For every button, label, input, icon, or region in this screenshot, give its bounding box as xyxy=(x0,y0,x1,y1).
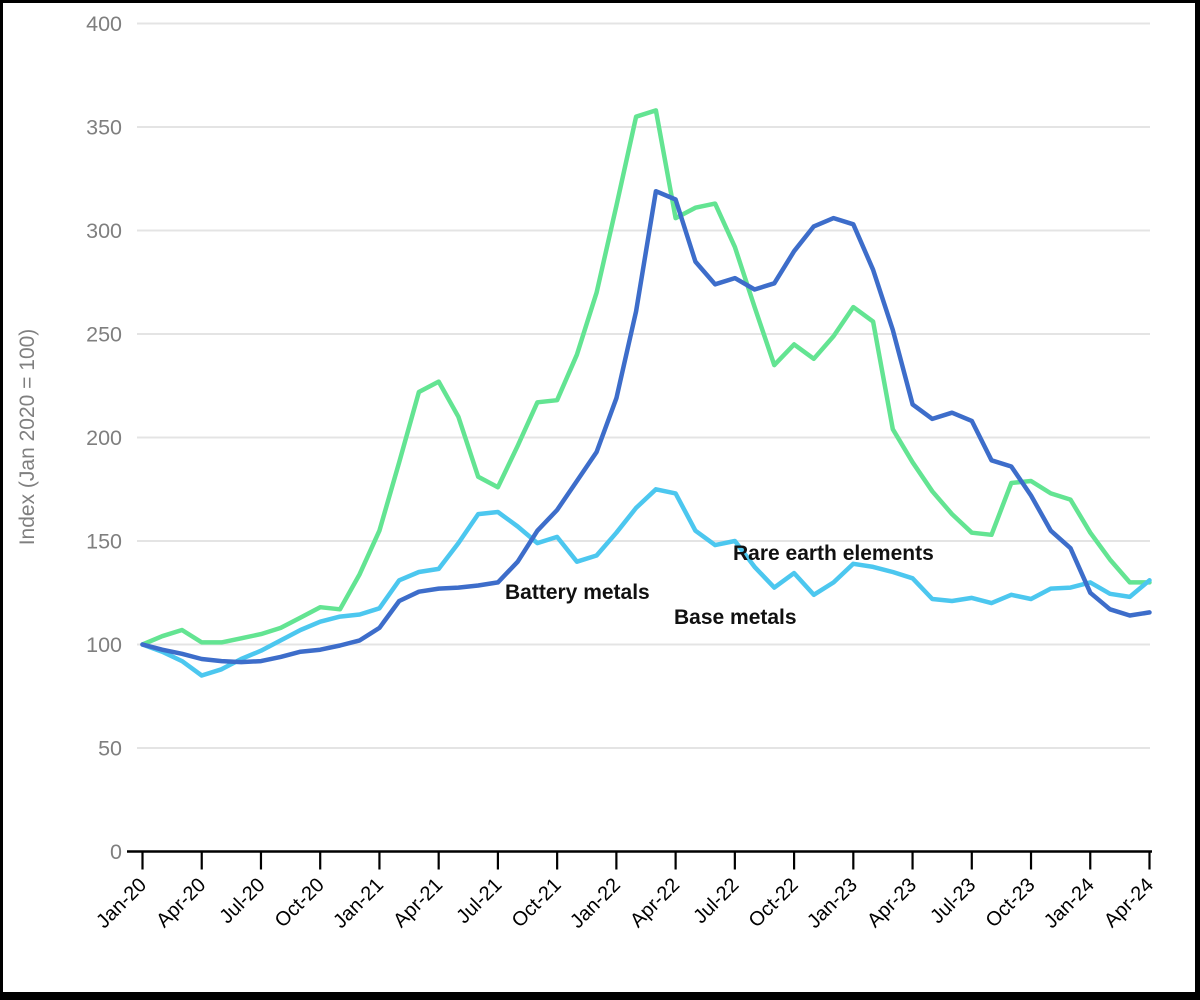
series-label-rare-earth-elements: Rare earth elements xyxy=(733,542,934,565)
y-tick-label: 150 xyxy=(86,530,122,554)
y-tick-label: 50 xyxy=(98,737,122,761)
x-tick-label: Jul-21 xyxy=(452,874,506,928)
x-tick-label: Oct-23 xyxy=(982,874,1040,932)
series-label-battery-metals: Battery metals xyxy=(505,581,650,604)
y-axis-title: Index (Jan 2020 = 100) xyxy=(16,329,39,546)
y-tick-label: 350 xyxy=(86,116,122,140)
battery-metals-line xyxy=(140,188,1152,665)
x-tick-label: Jul-23 xyxy=(926,874,980,928)
x-tick-label: Jan-23 xyxy=(803,874,862,933)
y-tick-label: 0 xyxy=(110,840,122,864)
y-tick-label: 250 xyxy=(86,323,122,347)
y-tick-label: 200 xyxy=(86,426,122,450)
y-tick-label: 400 xyxy=(86,12,122,36)
x-tick-label: Jan-20 xyxy=(92,874,151,933)
x-tick-label: Jan-24 xyxy=(1040,874,1099,933)
x-tick-label: Apr-23 xyxy=(863,874,921,932)
x-tick-label: Apr-21 xyxy=(389,874,447,932)
x-tick-label: Oct-22 xyxy=(745,874,803,932)
y-tick-label: 100 xyxy=(86,633,122,657)
base-metals-line xyxy=(140,487,1152,678)
x-tick-label: Oct-20 xyxy=(271,874,329,932)
x-tick-label: Jan-21 xyxy=(329,874,388,933)
series-label-base-metals: Base metals xyxy=(674,606,797,629)
y-tick-label: 300 xyxy=(86,219,122,243)
x-tick-label: Apr-22 xyxy=(626,874,684,932)
rare-earth-elements-line xyxy=(140,108,1152,647)
x-tick-label: Apr-20 xyxy=(152,874,210,932)
x-tick-label: Jan-22 xyxy=(566,874,625,933)
x-tick-label: Jul-20 xyxy=(215,874,269,928)
x-tick-label: Oct-21 xyxy=(508,874,566,932)
x-tick-label: Jul-22 xyxy=(689,874,743,928)
x-tick-label: Apr-24 xyxy=(1100,874,1158,932)
